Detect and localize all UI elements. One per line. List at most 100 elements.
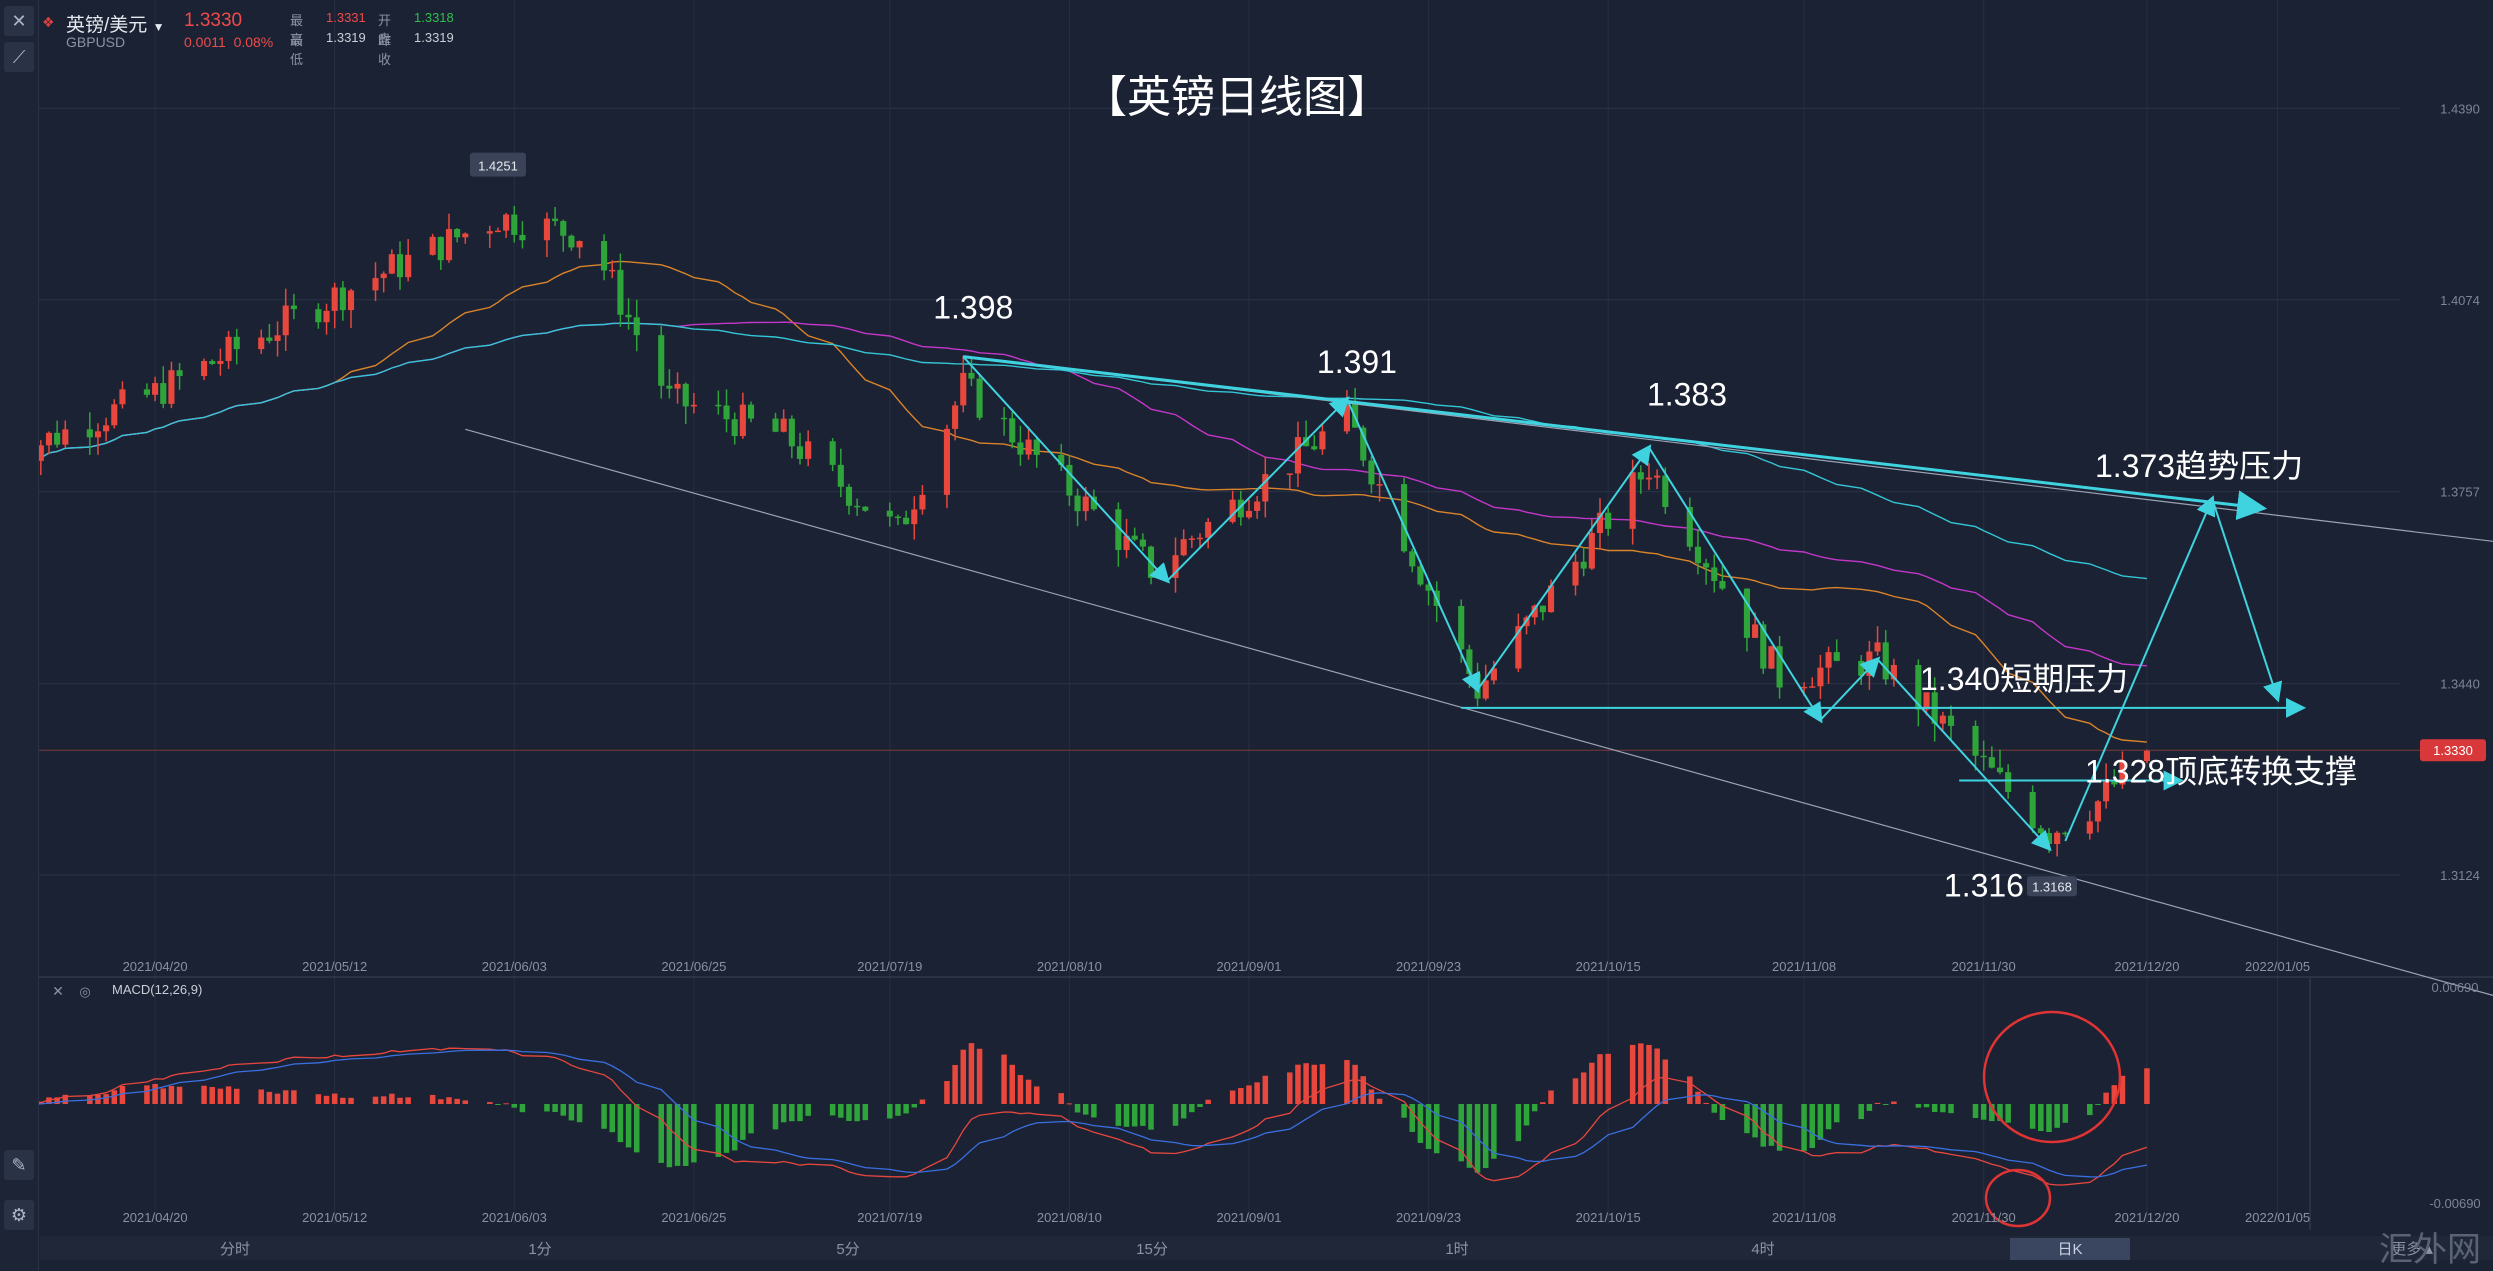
candle-body (1882, 642, 1889, 680)
macd-histogram-bar (1229, 1090, 1236, 1104)
candle-body (1760, 624, 1767, 669)
macd-date-tick-label-5: 2021/08/10 (1037, 1210, 1102, 1225)
macd-histogram-bar (1972, 1104, 1979, 1119)
candle-body (1409, 551, 1416, 567)
date-tick-label-9: 2021/11/08 (1772, 959, 1836, 974)
macd-histogram-bar (968, 1043, 975, 1104)
wave-c-3 (1876, 658, 2052, 852)
tab-4hour[interactable]: 4时 (1751, 1241, 1775, 1258)
macd-dif-line (0, 1047, 2148, 1186)
macd-histogram-bar (601, 1104, 607, 1129)
macd-histogram-bar (862, 1104, 869, 1121)
macd-histogram-bar (1719, 1104, 1726, 1121)
high-3-label: 1.383 (1647, 376, 1727, 412)
macd-histogram-bar (1768, 1104, 1775, 1146)
macd-histogram-bar (625, 1104, 632, 1148)
macd-histogram-bar (2095, 1104, 2101, 1105)
macd-histogram-bar (1629, 1044, 1636, 1104)
macd-histogram-bar (1425, 1104, 1432, 1149)
macd-date-tick-label-11: 2021/12/20 (2114, 1210, 2179, 1225)
candle-body (1588, 533, 1595, 569)
date-tick-label-8: 2021/10/15 (1576, 959, 1641, 974)
macd-settings-icon: ◎ (79, 984, 90, 999)
macd-date-tick-label-10: 2021/11/30 (1952, 1210, 2016, 1225)
tab-15min[interactable]: 15分 (1136, 1241, 1168, 1258)
candlesticks (0, 205, 2150, 857)
macd-histogram-bar (1940, 1104, 1946, 1113)
tab-1hour[interactable]: 1时 (1445, 1241, 1469, 1258)
candle-body (1662, 475, 1669, 507)
tab-intraday[interactable]: 分时 (219, 1241, 250, 1258)
high-value: 1.3331 (326, 10, 366, 25)
draw-line-icon[interactable]: ⟋ (4, 42, 34, 72)
candle-body (1890, 665, 1897, 680)
candle-body (274, 335, 281, 341)
price-tick-label-4: 1.3124 (2440, 868, 2480, 883)
candle-body (1580, 561, 1587, 569)
wave-b-2 (1476, 444, 1652, 691)
candle-body (217, 360, 224, 364)
candle-body (282, 305, 289, 336)
macd-date-tick-label-2: 2021/06/03 (482, 1210, 547, 1225)
macd-histogram-bar (740, 1104, 746, 1140)
tab-1min[interactable]: 1分 (528, 1241, 552, 1258)
candle-body (54, 432, 61, 445)
macd-histogram-bar (1695, 1091, 1701, 1104)
projection-2 (2211, 498, 2283, 703)
candle-body (37, 445, 44, 461)
candle-body (1711, 567, 1718, 582)
indicator-icon[interactable]: ⚙ (4, 1200, 34, 1230)
macd-histogram-bar (960, 1049, 967, 1104)
macd-histogram-bar (160, 1088, 167, 1104)
candle-body (723, 405, 730, 420)
macd-histogram-bar (454, 1098, 460, 1104)
candle-body (772, 418, 779, 432)
candle-body (1401, 484, 1408, 552)
candle-body (1833, 652, 1840, 661)
macd-histogram-bar (1980, 1104, 1987, 1120)
candle-body (1180, 539, 1187, 556)
macd-histogram-bar (511, 1104, 518, 1108)
date-tick-label-4: 2021/07/19 (857, 959, 922, 974)
price-tick-label-1: 1.4074 (2440, 293, 2480, 308)
macd-histogram-bar (919, 1099, 926, 1104)
candle-body (209, 361, 216, 364)
macd-histogram-bar (1401, 1104, 1407, 1118)
pencil-icon[interactable]: ✎ (4, 1150, 34, 1180)
tab-daily[interactable]: 日K (2010, 1238, 2130, 1260)
more-button[interactable]: 更多 ▴ (2391, 1241, 2433, 1258)
macd-histogram-bar (1409, 1104, 1415, 1132)
candle-body (290, 305, 297, 310)
macd-histogram-bar (666, 1104, 673, 1168)
candle-body (1776, 646, 1783, 688)
macd-histogram-bar (797, 1104, 803, 1122)
close-icon[interactable]: ✕ (4, 6, 34, 36)
date-tick-label-0: 2021/04/20 (123, 959, 188, 974)
candle-body (1360, 427, 1367, 461)
chart-title: 【英镑日线图】 (1083, 72, 1391, 123)
candle-body (2054, 832, 2061, 845)
current-price-tag (2420, 739, 2486, 762)
candle-body (952, 405, 959, 429)
wave-c-2 (1819, 656, 1881, 721)
tab-5min[interactable]: 5分 (836, 1241, 860, 1258)
low-tag-text: 1.3168 (2032, 879, 2072, 894)
candle-body (405, 254, 412, 278)
macd-histogram-bar (2046, 1104, 2052, 1133)
macd-histogram-bar (111, 1090, 118, 1104)
low-tag-box (2026, 876, 2077, 897)
macd-date-tick-label-7: 2021/09/23 (1396, 1210, 1461, 1225)
candle-body (1988, 757, 1995, 768)
current-price-tag-text: 1.3330 (2433, 743, 2473, 758)
candle-body (1605, 512, 1612, 529)
candle-body (1074, 495, 1081, 512)
candle-body (1368, 460, 1375, 485)
candle-body (682, 383, 689, 407)
macd-histogram-bar (201, 1085, 207, 1104)
macd-histogram-bar (780, 1104, 787, 1123)
macd-histogram-bar (568, 1104, 575, 1121)
macd-histogram-bar (1776, 1104, 1783, 1151)
candle-body (919, 494, 926, 510)
symbol-name[interactable]: 英镑/美元 ▼ (66, 15, 165, 36)
candle-body (1801, 686, 1808, 689)
